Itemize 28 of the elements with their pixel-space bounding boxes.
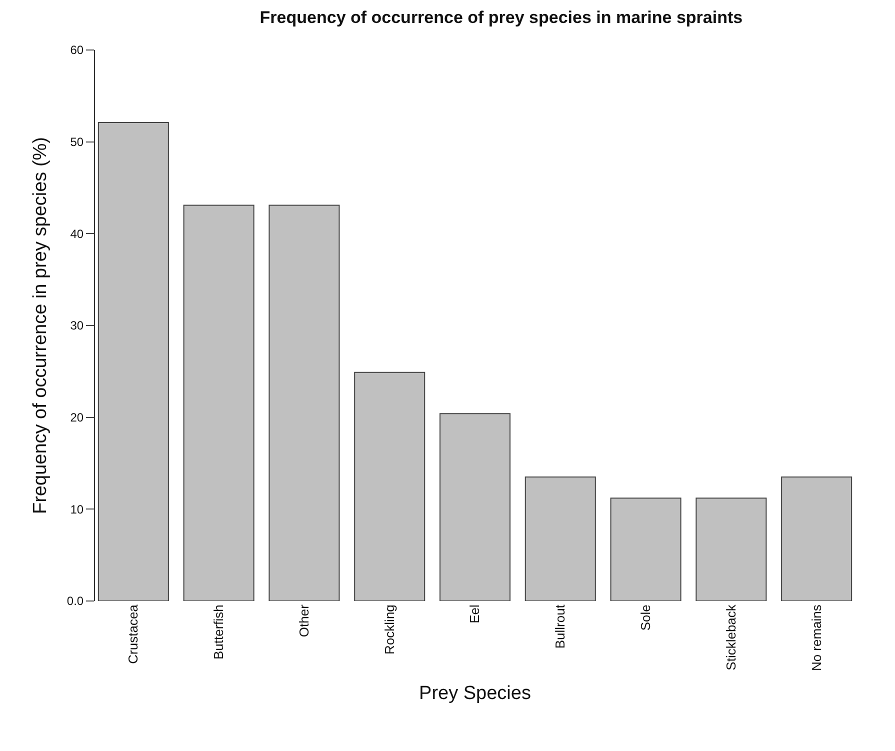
y-tick-label: 50 xyxy=(70,135,84,150)
y-tick-label: 30 xyxy=(70,318,84,333)
x-tick-label: Sole xyxy=(638,604,654,631)
x-tick-label: No remains xyxy=(808,604,824,672)
x-tick-label: Bullrout xyxy=(552,604,568,649)
x-tick-label: Rockling xyxy=(382,604,397,654)
bar xyxy=(524,476,596,601)
y-tick-label: 0.0 xyxy=(66,594,84,608)
y-tick-label: 20 xyxy=(70,410,84,425)
y-tick-label: 40 xyxy=(70,226,84,241)
chart-title: Frequency of occurrence of prey species in marine spraints xyxy=(260,8,743,28)
x-axis-title: Prey Species xyxy=(419,682,531,704)
bar xyxy=(354,372,426,601)
x-tick-label: Eel xyxy=(467,604,482,624)
bar xyxy=(98,122,169,601)
x-tick-label: Crustacea xyxy=(126,604,141,664)
bar xyxy=(183,204,254,601)
x-tick-label: Stickleback xyxy=(723,604,738,670)
x-tick-label: Other xyxy=(296,604,312,638)
bar xyxy=(781,476,852,601)
bar xyxy=(439,413,511,601)
bar xyxy=(268,204,340,601)
x-tick-label: Butterfish xyxy=(211,604,226,660)
y-tick-label: 10 xyxy=(70,502,84,516)
y-axis-title: Frequency of occurrence in prey species (%) xyxy=(30,137,51,514)
bar xyxy=(610,498,682,601)
bar xyxy=(696,498,767,601)
y-tick-label: 60 xyxy=(70,43,84,58)
